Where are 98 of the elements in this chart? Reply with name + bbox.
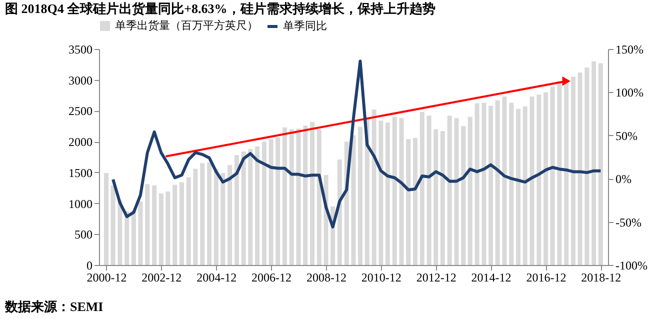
- bar: [110, 185, 116, 265]
- bar: [378, 120, 384, 265]
- bar: [255, 146, 260, 265]
- bar: [399, 118, 404, 265]
- bar: [536, 94, 542, 265]
- bar: [509, 102, 514, 265]
- bar: [406, 139, 411, 265]
- bar: [372, 109, 376, 265]
- bar: [482, 102, 486, 265]
- bar: [166, 192, 170, 265]
- bar: [502, 96, 507, 265]
- legend-label: 单季同比: [283, 20, 327, 32]
- bar: [172, 184, 178, 265]
- x-tick-label: 2008-12: [306, 270, 347, 284]
- bar: [316, 129, 322, 265]
- bar: [234, 155, 239, 265]
- y-tick-label: 0: [86, 258, 92, 272]
- bar: [207, 162, 212, 265]
- bar: [124, 211, 130, 265]
- y-tick-label: 2000: [68, 135, 92, 150]
- bar: [351, 135, 356, 265]
- bar: [310, 122, 314, 265]
- bar: [495, 100, 500, 265]
- bar: [104, 173, 109, 265]
- y2-tick-label: 100%: [616, 86, 644, 100]
- chart-title: 图 2018Q4 全球硅片出货量同比+8.63%，硅片需求持续增长，保持上升趋势: [5, 1, 436, 16]
- bar: [564, 79, 569, 265]
- bar: [592, 61, 596, 265]
- bar: [358, 126, 362, 265]
- bar: [145, 184, 150, 265]
- bar: [584, 68, 590, 265]
- bar: [468, 116, 472, 265]
- bar: [228, 165, 232, 265]
- bar: [186, 177, 191, 265]
- bar: [426, 116, 432, 265]
- bar: [474, 103, 480, 265]
- bar: [544, 92, 548, 265]
- bar: [289, 129, 294, 265]
- bar: [200, 163, 205, 265]
- bar: [214, 168, 218, 265]
- bar: [282, 127, 287, 265]
- line-series: [112, 60, 602, 228]
- bar: [557, 81, 562, 265]
- bar: [598, 63, 603, 265]
- bar: [570, 76, 576, 265]
- x-tick-label: 2012-12: [416, 270, 456, 284]
- bar: [193, 168, 198, 265]
- bar: [131, 210, 136, 265]
- bar: [522, 106, 528, 265]
- source-note: 数据来源：SEMI: [4, 299, 104, 314]
- bar: [440, 131, 445, 265]
- bar: [303, 126, 308, 265]
- bar: [516, 108, 520, 265]
- y-tick-label: 2500: [68, 104, 92, 118]
- x-tick-label: 2002-12: [142, 270, 182, 284]
- x-tick-label: 2010-12: [361, 270, 402, 284]
- bar: [454, 118, 459, 265]
- bar: [268, 139, 274, 265]
- bar: [118, 200, 122, 265]
- bar: [337, 159, 342, 265]
- x-tick-label: 2004-12: [196, 270, 237, 284]
- bar: [550, 86, 555, 265]
- y-tick-label: 1500: [68, 166, 92, 180]
- bar: [248, 148, 253, 265]
- bar: [461, 126, 466, 265]
- y2-tick-label: 0%: [616, 172, 632, 186]
- x-tick-label: 2018-12: [581, 270, 622, 284]
- bar: [241, 151, 246, 265]
- x-tick-label: 2000-12: [86, 270, 127, 284]
- bar: [180, 182, 184, 265]
- x-tick-label: 2014-12: [471, 270, 512, 284]
- bar: [296, 128, 301, 265]
- y2-tick-label: -100%: [616, 258, 648, 272]
- bar: [392, 116, 397, 265]
- bar: [530, 96, 534, 265]
- bar: [385, 122, 390, 265]
- bar: [276, 137, 280, 265]
- bar: [488, 106, 494, 265]
- x-tick-label: 2016-12: [526, 270, 566, 284]
- y-tick-label: 3000: [68, 73, 92, 88]
- bar: [434, 129, 438, 265]
- legend-label: 单季出货量（百万平方英尺）: [115, 19, 258, 32]
- bar: [138, 201, 143, 265]
- bar: [412, 138, 418, 265]
- bar: [152, 185, 157, 265]
- bar: [220, 173, 226, 265]
- y-tick-label: 1000: [68, 196, 92, 211]
- y-tick-label: 500: [74, 228, 92, 242]
- y-tick-label: 3500: [68, 42, 92, 56]
- bar: [420, 112, 424, 265]
- bar: [262, 142, 266, 265]
- y2-tick-label: 50%: [616, 128, 638, 143]
- bar: [578, 72, 582, 265]
- bar: [447, 116, 452, 265]
- x-tick-label: 2006-12: [252, 270, 292, 284]
- y2-tick-label: 150%: [616, 42, 644, 56]
- bar: [158, 193, 164, 265]
- y2-tick-label: -50%: [616, 215, 642, 230]
